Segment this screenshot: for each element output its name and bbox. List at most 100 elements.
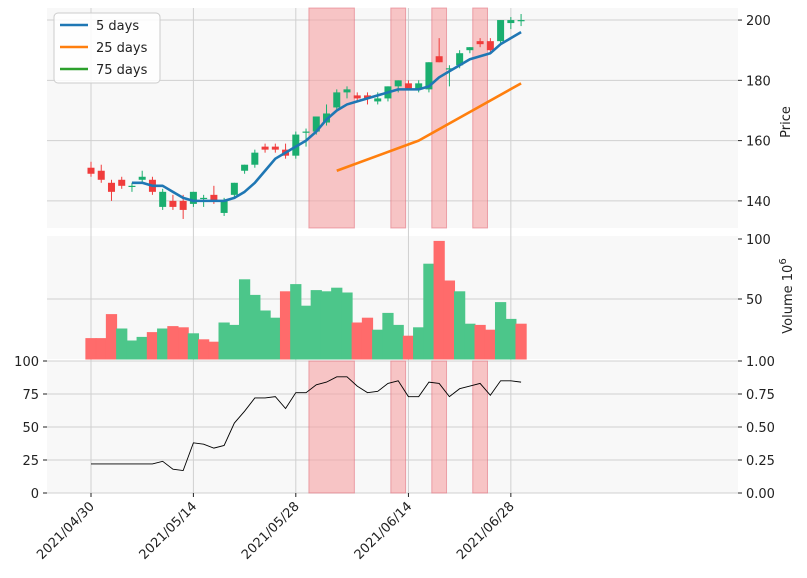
volume-bar bbox=[116, 328, 128, 360]
volume-bar bbox=[167, 326, 179, 360]
volume-bar bbox=[177, 327, 189, 360]
candle-body bbox=[466, 47, 474, 51]
candle-body bbox=[179, 200, 187, 210]
indicator-left-tick-label: 50 bbox=[22, 421, 39, 436]
highlight-band-indicator bbox=[308, 360, 355, 494]
volume-bar bbox=[208, 341, 220, 360]
x-tick-label: 2021/04/30 bbox=[34, 499, 98, 563]
price-tick-label: 160 bbox=[746, 135, 771, 150]
legend-label: 25 days bbox=[96, 41, 148, 56]
candle-body bbox=[374, 98, 382, 102]
candle-body bbox=[312, 116, 320, 132]
volume-bar bbox=[249, 294, 261, 360]
legend-box bbox=[53, 12, 161, 84]
highlight-band-indicator bbox=[390, 360, 407, 494]
candle-body bbox=[210, 194, 218, 201]
candle-body bbox=[159, 191, 167, 207]
highlight-band-price bbox=[472, 7, 488, 229]
volume-bar bbox=[351, 322, 363, 360]
candle-body bbox=[435, 56, 443, 63]
legend-label: 75 days bbox=[96, 63, 148, 78]
volume-bar bbox=[454, 291, 466, 360]
volume-bar bbox=[310, 290, 322, 360]
volume-bar bbox=[136, 336, 148, 360]
volume-tick-label: 100 bbox=[746, 233, 771, 248]
volume-bar bbox=[290, 284, 302, 360]
candle-body bbox=[507, 20, 515, 24]
volume-bar bbox=[331, 287, 343, 360]
volume-bar bbox=[300, 305, 312, 360]
candle-body bbox=[138, 176, 146, 180]
volume-bar bbox=[413, 327, 425, 360]
candle-body bbox=[189, 191, 197, 204]
candle-body bbox=[261, 146, 269, 150]
candle-body bbox=[343, 89, 351, 93]
candle-body bbox=[241, 164, 249, 171]
indicator-right-tick-label: 0.75 bbox=[746, 388, 775, 403]
legend: 5 days 25 days 75 days bbox=[53, 12, 161, 84]
indicator-right-tick-label: 0.25 bbox=[746, 454, 775, 469]
volume-bar bbox=[443, 280, 456, 360]
moving-average-lines bbox=[131, 30, 522, 203]
volume-bar bbox=[320, 291, 333, 360]
volume-bar bbox=[341, 292, 353, 360]
volume-bar bbox=[157, 328, 169, 360]
candle-body bbox=[363, 95, 371, 99]
volume-bar bbox=[515, 323, 527, 360]
price-tick-label: 180 bbox=[746, 74, 771, 89]
candle-body bbox=[394, 80, 402, 87]
x-tick-label: 2021/05/14 bbox=[137, 499, 201, 563]
volume-bar bbox=[126, 340, 138, 360]
volume-bar bbox=[279, 291, 292, 360]
candle-body bbox=[415, 83, 423, 90]
candle-body bbox=[497, 20, 505, 42]
volume-bar bbox=[259, 310, 271, 360]
candle-body bbox=[97, 170, 105, 180]
indicator-left-tick-label: 75 bbox=[22, 388, 39, 403]
candle-body bbox=[476, 41, 484, 45]
candle-body bbox=[271, 146, 279, 150]
volume-bar bbox=[105, 314, 118, 360]
candle-body bbox=[230, 182, 238, 195]
candle-body bbox=[87, 167, 95, 174]
volume-bar bbox=[218, 322, 230, 360]
candle-body bbox=[200, 197, 208, 200]
volume-tick-label: 50 bbox=[746, 293, 763, 308]
volume-bar bbox=[372, 329, 384, 360]
volume-bar bbox=[228, 324, 240, 360]
volume-bar bbox=[464, 323, 476, 360]
candle-body bbox=[169, 200, 177, 207]
candle-body bbox=[107, 182, 115, 192]
candle-body bbox=[425, 62, 433, 90]
price-tick-label: 140 bbox=[746, 195, 771, 210]
candle-body bbox=[456, 53, 464, 66]
price-tick-label: 200 bbox=[746, 14, 771, 29]
volume-bars bbox=[85, 240, 527, 360]
volume-bar bbox=[269, 317, 281, 360]
candle-body bbox=[353, 95, 361, 99]
price-axis-label: Price bbox=[779, 106, 794, 138]
volume-bar bbox=[402, 335, 415, 360]
candle-body bbox=[251, 152, 259, 165]
ma-5-days-line bbox=[131, 30, 522, 203]
volume-bar bbox=[198, 339, 210, 360]
highlight-band-indicator bbox=[431, 360, 448, 494]
highlight-band-price bbox=[390, 7, 407, 229]
volume-bar bbox=[392, 324, 404, 360]
volume-bar bbox=[238, 279, 251, 360]
candle-body bbox=[486, 41, 494, 51]
indicator-line-path bbox=[91, 376, 522, 472]
volume-bar bbox=[494, 302, 507, 360]
volume-bar bbox=[187, 333, 200, 360]
volume-bar bbox=[95, 338, 107, 360]
volume-bar bbox=[146, 332, 159, 360]
volume-bar bbox=[361, 317, 374, 360]
volume-bar bbox=[433, 240, 445, 360]
volume-bar bbox=[484, 329, 496, 360]
candle-body bbox=[128, 185, 136, 188]
indicator-left-tick-label: 0 bbox=[31, 487, 39, 502]
volume-exponent: 6 bbox=[778, 258, 789, 264]
candle-body bbox=[118, 179, 126, 186]
highlight-band-indicator bbox=[472, 360, 488, 494]
